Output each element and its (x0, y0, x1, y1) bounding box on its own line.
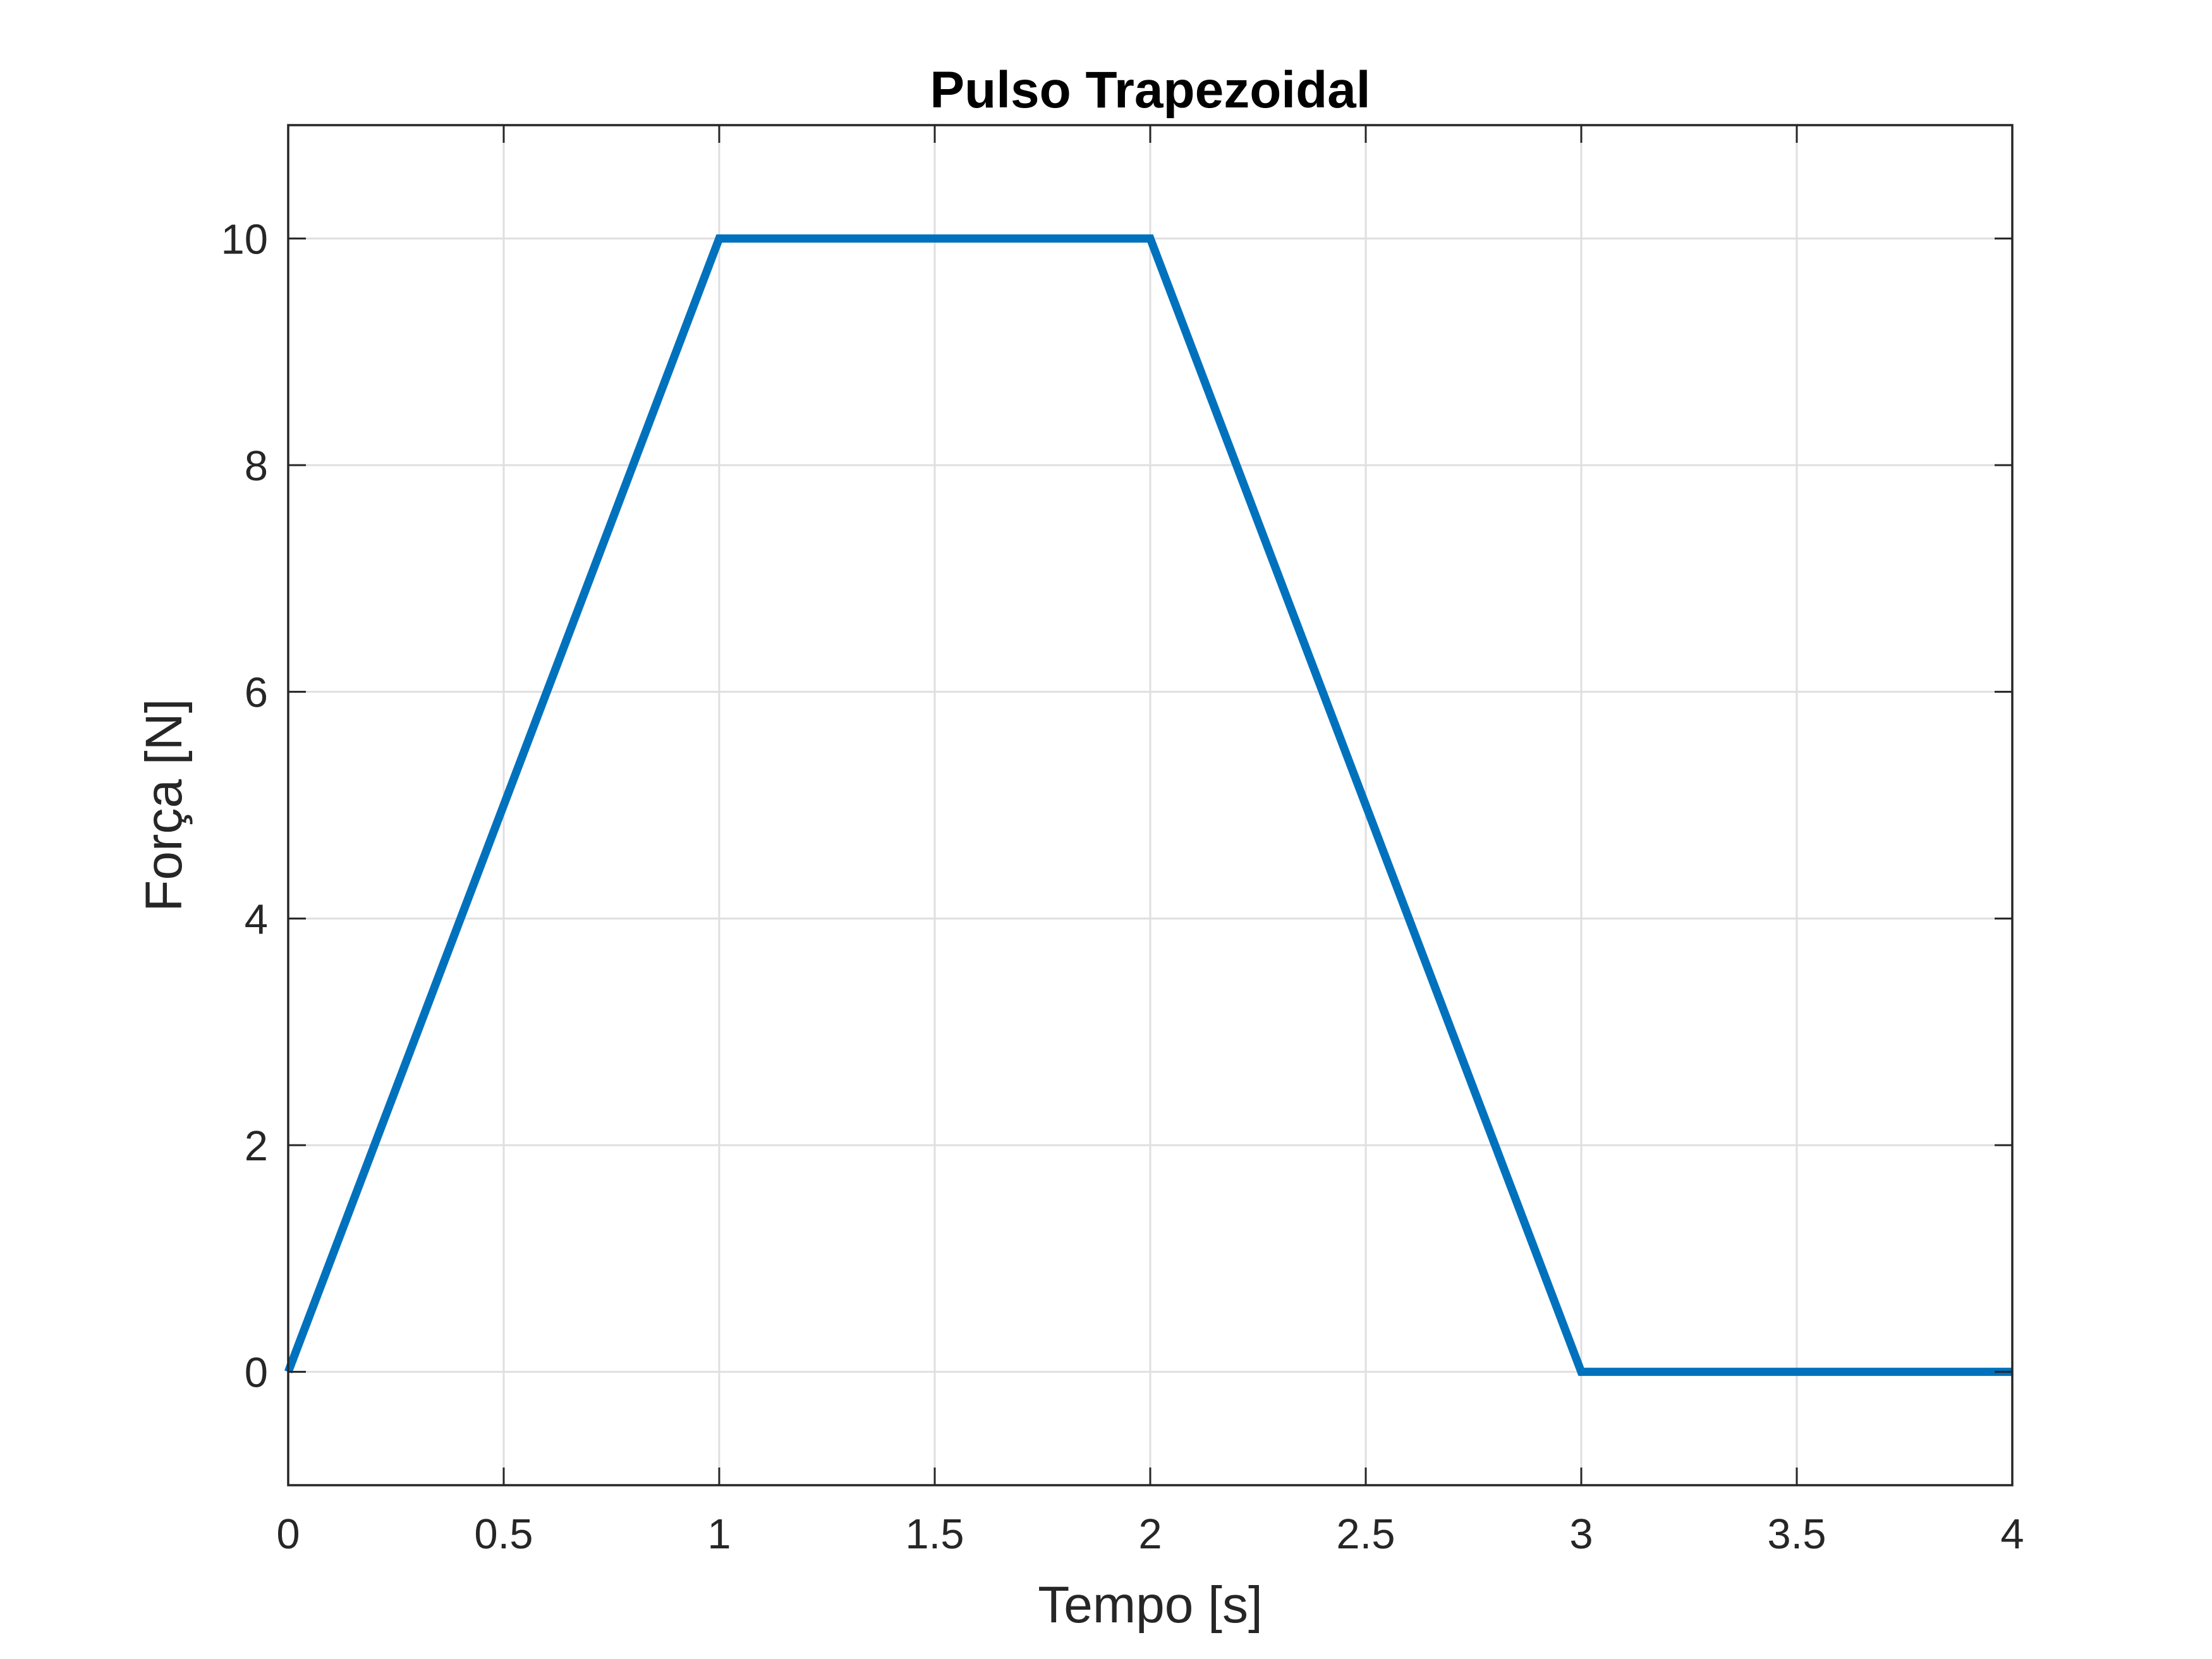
x-tick-label: 0 (276, 1510, 300, 1558)
y-tick-label: 4 (245, 896, 268, 943)
x-axis-label: Tempo [s] (1038, 1576, 1262, 1634)
x-tick-label: 3.5 (1767, 1510, 1826, 1558)
x-tick-label: 1 (707, 1510, 731, 1558)
grid-lines (287, 125, 2014, 1485)
x-tick-label: 2.5 (1336, 1510, 1395, 1558)
x-tick-labels: 0 0.5 1 1.5 2 2.5 3 3.5 4 (276, 1510, 2024, 1558)
y-tick-label: 0 (245, 1349, 268, 1397)
x-tick-label: 4 (2000, 1510, 2024, 1558)
x-tick-label: 2 (1138, 1510, 1162, 1558)
y-tick-label: 8 (245, 442, 268, 490)
y-tick-label: 6 (245, 669, 268, 717)
tick-marks (287, 125, 2014, 1485)
y-tick-labels: 0 2 4 6 8 10 (221, 216, 268, 1396)
y-tick-label: 10 (221, 216, 268, 263)
y-axis-label: Força [N] (135, 698, 193, 911)
x-tick-label: 1.5 (905, 1510, 964, 1558)
chart-title: Pulso Trapezoidal (930, 61, 1370, 119)
series-layer (284, 234, 2012, 1376)
series-line (284, 234, 2012, 1376)
x-tick-label: 0.5 (474, 1510, 533, 1558)
y-tick-label: 2 (245, 1122, 268, 1170)
x-tick-label: 3 (1569, 1510, 1593, 1558)
